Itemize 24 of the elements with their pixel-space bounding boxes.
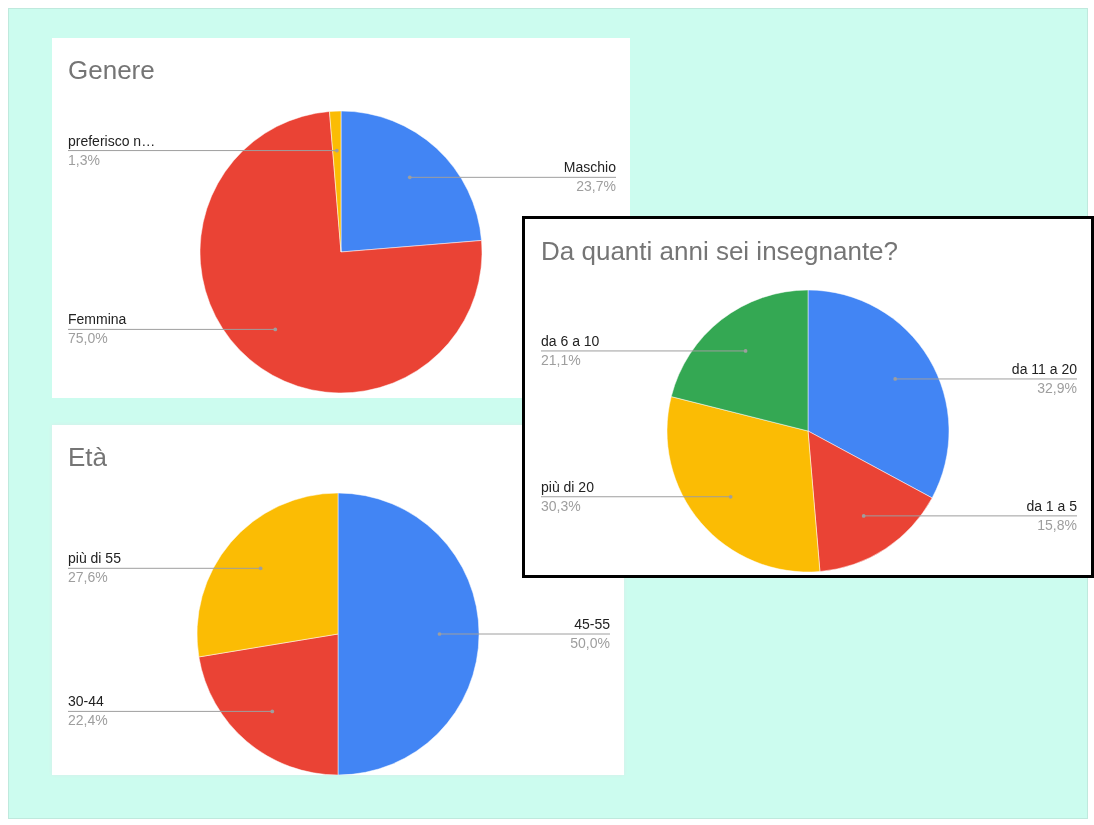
slice-label: 30-44 xyxy=(68,693,105,710)
slice-label: da 11 a 20 xyxy=(1011,360,1078,377)
pie-slice xyxy=(199,111,483,394)
data-label: 21,1% xyxy=(541,351,581,368)
slice-label: più di 55 xyxy=(68,550,122,567)
slice-label: Femmina xyxy=(68,311,127,328)
slice-label: preferisco n… xyxy=(68,132,156,149)
slice-label: 45-55 xyxy=(574,616,611,632)
data-label: 1,3% xyxy=(68,151,100,168)
data-label: 15,8% xyxy=(1037,516,1077,533)
data-label: 27,6% xyxy=(68,569,108,586)
chart-title: Da quanti anni sei insegnante? xyxy=(541,236,899,266)
slice-label: più di 20 xyxy=(541,478,595,495)
data-label: 23,7% xyxy=(576,178,616,195)
data-label: 22,4% xyxy=(68,712,108,729)
data-label: 75,0% xyxy=(68,330,108,347)
chart-title: Genere xyxy=(68,55,155,85)
data-label: 30,3% xyxy=(541,497,581,514)
data-label: 32,9% xyxy=(1037,379,1077,396)
data-label: 50,0% xyxy=(570,635,610,651)
chart-title: Età xyxy=(68,442,108,472)
slice-label: da 6 a 10 xyxy=(541,332,600,349)
slice-label: Maschio xyxy=(563,159,617,176)
slice-label: da 1 a 5 xyxy=(1026,497,1078,514)
